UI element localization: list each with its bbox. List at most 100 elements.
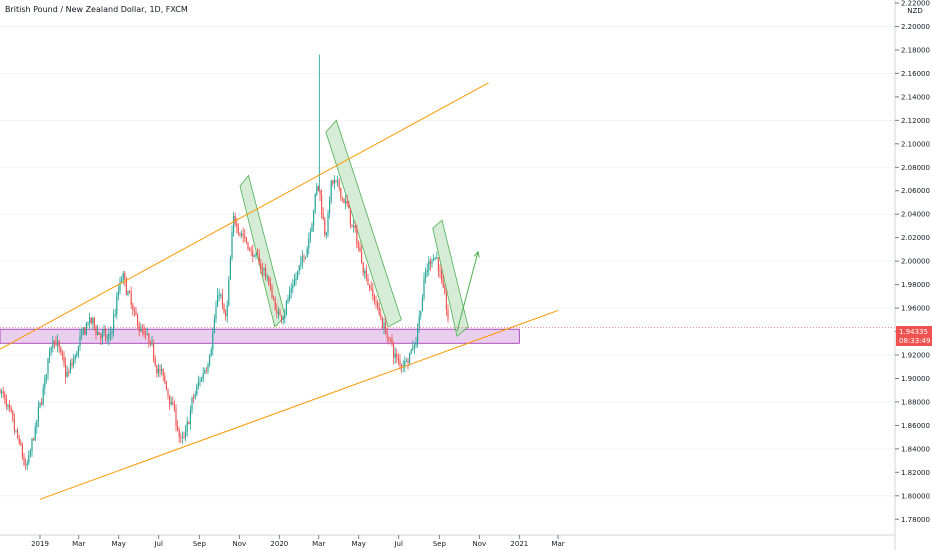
candle-body — [346, 201, 348, 204]
candle-body — [295, 277, 297, 281]
candle-body — [154, 358, 156, 366]
candle-body — [58, 341, 60, 348]
candle-body — [361, 252, 363, 263]
candle-body — [324, 219, 326, 236]
price-tick-label: 2.10000 — [901, 140, 930, 148]
time-tick-label: Nov — [233, 540, 247, 548]
candle-body — [138, 325, 140, 332]
candle-body — [415, 342, 417, 346]
candle-body — [285, 301, 287, 314]
candle-body — [401, 364, 403, 368]
candle-body — [114, 314, 116, 317]
candle-body — [271, 287, 273, 299]
candle-body — [229, 258, 231, 280]
candle-body — [236, 223, 238, 228]
candle-body — [4, 393, 6, 400]
candle-body — [28, 454, 30, 464]
candle-body — [329, 201, 331, 214]
candle-body — [173, 404, 175, 410]
candle-body — [156, 365, 158, 374]
price-tick-label: 2.12000 — [901, 117, 930, 125]
candle-body — [149, 340, 151, 345]
candle-body — [209, 355, 211, 365]
candle-body — [343, 198, 345, 204]
candle-body — [263, 268, 265, 271]
candle-body — [274, 299, 276, 310]
candle-body — [10, 408, 12, 411]
candle-body — [297, 270, 299, 278]
candle-body — [439, 270, 441, 272]
candle-body — [47, 358, 49, 374]
candle-body — [292, 285, 294, 289]
candle-body — [260, 264, 262, 269]
candle-body — [170, 402, 172, 405]
candle-body — [391, 338, 393, 345]
flag-pattern-2 — [325, 119, 402, 328]
candle-body — [242, 233, 244, 237]
candle-body — [277, 311, 279, 314]
candle-body — [117, 291, 119, 297]
candle-body — [373, 296, 375, 302]
candle-body — [108, 334, 110, 339]
candle-body — [29, 451, 31, 455]
candle-body — [45, 373, 47, 378]
candle-body — [153, 342, 155, 359]
candle-body — [393, 344, 395, 358]
candle-body — [202, 373, 204, 379]
candle-body — [284, 313, 286, 319]
candle-body — [317, 185, 319, 191]
candle-body — [193, 397, 195, 399]
bar-countdown: 08:33:49 — [899, 337, 930, 345]
time-tick-label: Jul — [393, 540, 403, 548]
candle-body — [183, 436, 185, 438]
candle-body — [127, 291, 129, 296]
channel-lower-line — [39, 309, 559, 500]
candle-body — [125, 279, 127, 296]
candle-body — [49, 351, 51, 359]
candle-body — [348, 203, 350, 209]
candle-body — [124, 273, 126, 280]
candle-body — [305, 257, 307, 259]
candle-body — [73, 359, 75, 366]
candle-body — [210, 349, 212, 356]
candle-body — [234, 216, 236, 224]
time-axis[interactable]: 2019 Mar May Jul Sep Nov 2020 Mar May Jul Sep Nov 20… — [31, 535, 565, 548]
candle-body — [418, 316, 420, 328]
candle-body — [383, 322, 385, 329]
price-axis[interactable]: 1.78000 1.80000 1.82000 1.84000 1.86000 1.880… — [895, 0, 930, 524]
candle-body — [169, 395, 171, 405]
candle-body — [421, 297, 423, 312]
candle-body — [57, 341, 59, 346]
price-tick-label: 2.08000 — [901, 164, 930, 172]
price-tick-label: 1.80000 — [901, 492, 930, 500]
candle-body — [55, 342, 57, 346]
trend-lines-layer — [0, 82, 895, 500]
candle-body — [338, 180, 340, 188]
candle-body — [191, 397, 193, 410]
candle-body — [2, 391, 4, 394]
candle-body — [247, 242, 249, 249]
candle-body — [129, 291, 131, 293]
candle-body — [377, 301, 379, 307]
candle-body — [151, 342, 153, 345]
candle-body — [85, 323, 87, 335]
candle-body — [100, 334, 102, 339]
price-tick-label: 2.22000 — [901, 0, 930, 8]
candle-body — [167, 389, 169, 396]
price-tick-label: 2.02000 — [901, 234, 930, 242]
candle-body — [388, 337, 390, 339]
candle-body — [412, 347, 414, 350]
candle-body — [255, 253, 257, 256]
price-tick-label: 2.16000 — [901, 70, 930, 78]
candle-body — [137, 314, 139, 326]
candle-body — [404, 360, 406, 367]
candle-body — [356, 228, 358, 245]
candle-body — [135, 311, 137, 315]
candle-body — [437, 257, 439, 271]
candle-body — [196, 385, 198, 395]
flag-pattern-3 — [432, 219, 469, 337]
candle-body — [394, 353, 396, 358]
candle-body — [63, 356, 65, 365]
candle-body — [172, 402, 174, 405]
